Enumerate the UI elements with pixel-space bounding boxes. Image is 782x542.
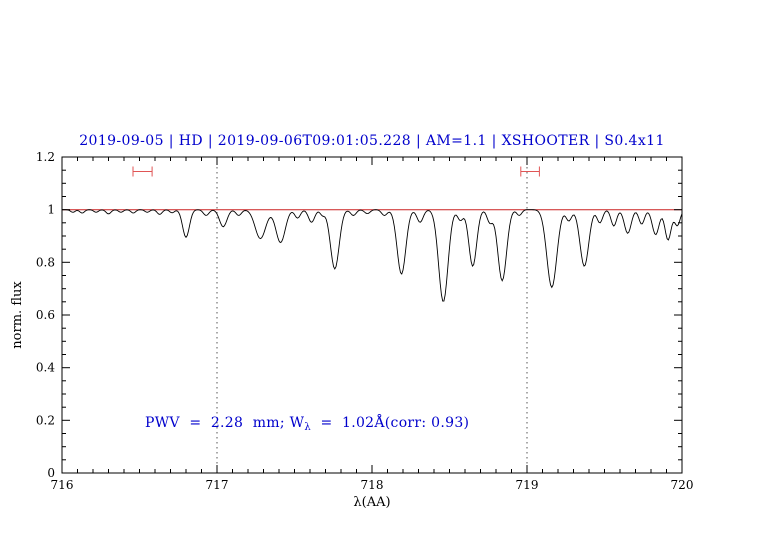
plot-box-and-ticks	[61, 156, 683, 474]
y-axis-label: norm. flux	[10, 281, 25, 349]
y-tick-label: 0.8	[36, 255, 55, 269]
y-tick-label: 1	[47, 203, 55, 217]
pwv-range-markers	[132, 166, 540, 177]
y-tick-label: 0.6	[36, 308, 55, 322]
range-marker	[132, 166, 153, 177]
y-tick-label: 0.4	[36, 361, 55, 375]
y-tick-label: 0	[47, 466, 55, 480]
pwv-annotation: PWV = 2.28 mm; Wλ = 1.02Å(corr: 0.93)	[145, 415, 469, 433]
spectrum-line	[62, 209, 683, 302]
tick-labels: 716 717 718 719 720 0 0.2 0.4 0.6 0.8 1 1.2	[36, 150, 694, 492]
pwv-annotation-prefix: PWV = 2.28 mm; W	[145, 415, 305, 431]
x-tick-label: 719	[516, 478, 539, 492]
pwv-annotation-suffix: = 1.02Å(corr: 0.93)	[310, 415, 470, 431]
spectrum-path	[62, 209, 683, 302]
y-tick-label: 0.2	[36, 413, 55, 427]
range-marker	[520, 166, 540, 177]
pwv-annotation-lambda-subscript: λ	[304, 422, 311, 433]
y-tick-label: 1.2	[36, 150, 55, 164]
x-tick-label: 720	[671, 478, 694, 492]
x-tick-label: 718	[361, 478, 384, 492]
chart-title: 2019-09-05 | HD | 2019-09-06T09:01:05.22…	[79, 133, 665, 149]
x-axis-label: λ(AA)	[353, 495, 390, 510]
x-tick-label: 717	[206, 478, 229, 492]
x-tick-label: 716	[51, 478, 74, 492]
